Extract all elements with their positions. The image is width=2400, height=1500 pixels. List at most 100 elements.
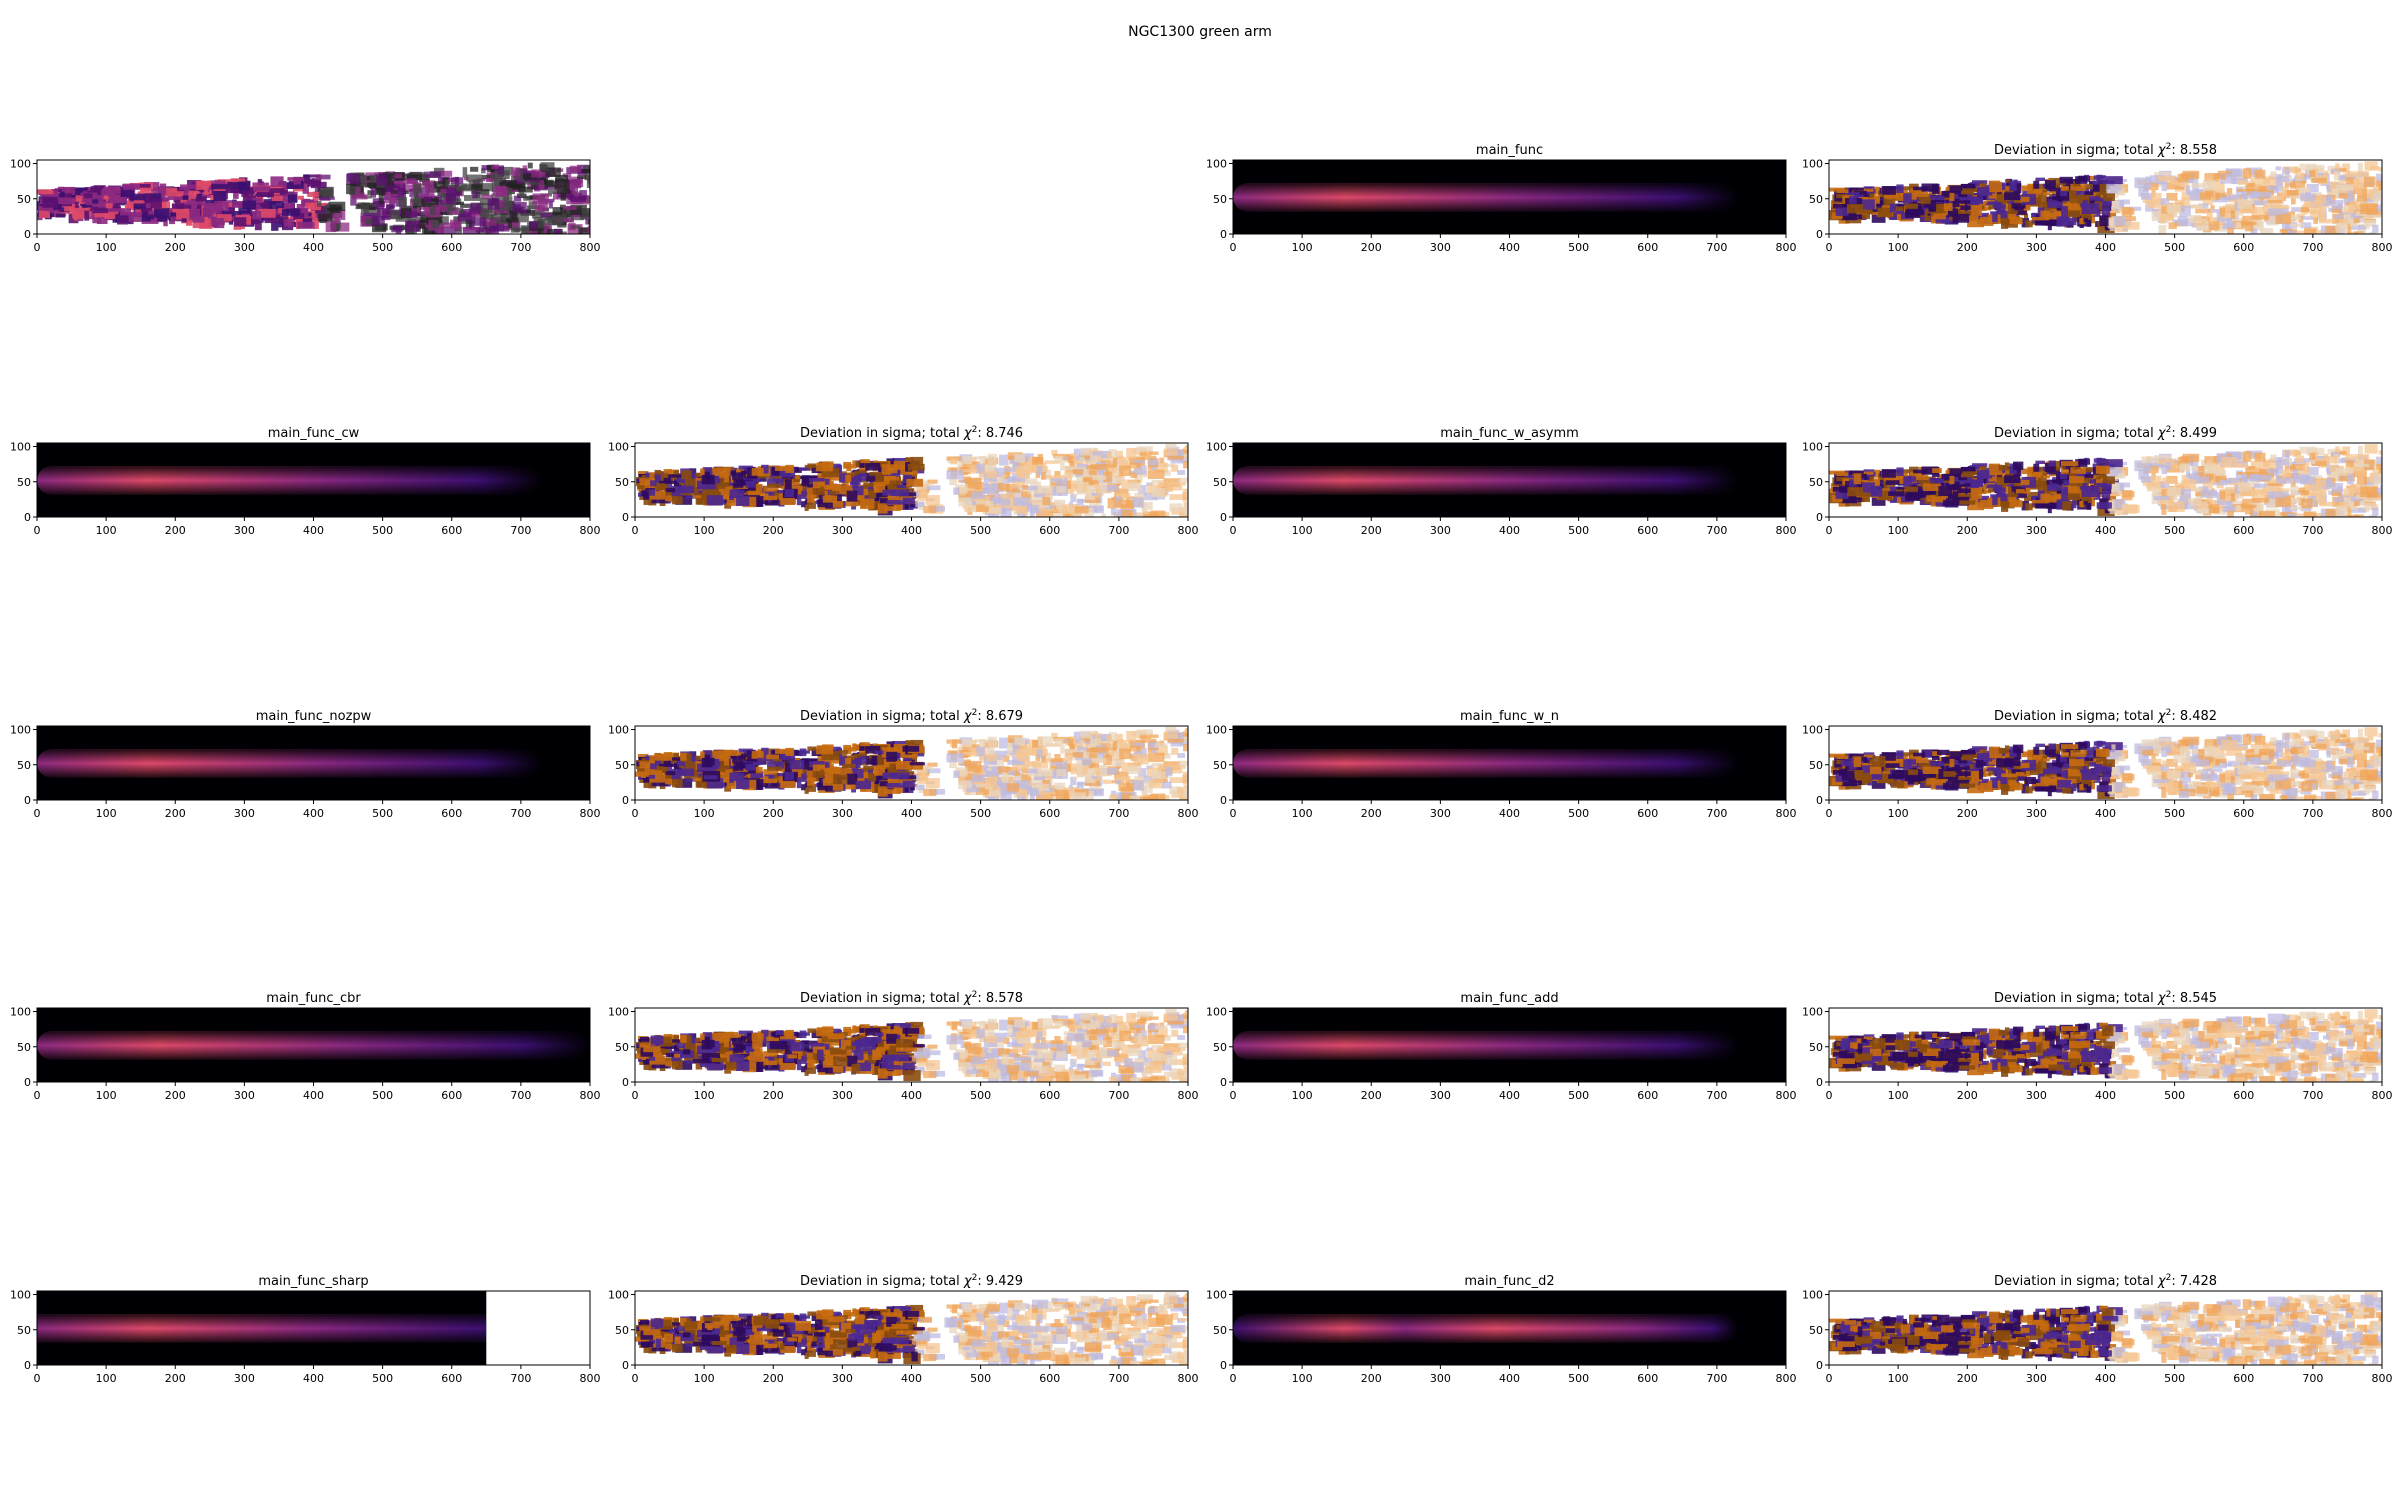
pixel-patch (372, 198, 384, 209)
pixel-patch (109, 196, 115, 206)
pixel-patch (1970, 196, 1984, 204)
pixel-patch (2309, 211, 2327, 218)
pixel-patch (260, 202, 270, 208)
pixel-patch (1877, 490, 1893, 501)
pixel-patch (1976, 186, 1993, 196)
pixel-patch (1064, 471, 1073, 481)
panel-deviation-in-sigma-total-4: 0 100 200 300 400 500 600 700 800050100Deviation… (608, 425, 1199, 537)
pixel-patch (802, 487, 817, 498)
pixel-patch (406, 174, 423, 181)
pixel-patch (2270, 171, 2277, 178)
pixel-patch (2154, 455, 2172, 461)
pixel-patch (189, 208, 201, 220)
pixel-patch (2250, 488, 2268, 494)
pixel-patch (1112, 457, 1118, 467)
pixel-patch (325, 221, 337, 233)
pixel-patch (853, 485, 864, 496)
pixel-patch (523, 173, 538, 180)
model-arm-falloff (1233, 466, 1738, 495)
pixel-patch (555, 174, 569, 182)
pixel-patch (2174, 199, 2181, 203)
pixel-patch (1024, 463, 1043, 472)
pixel-patch (57, 193, 72, 199)
pixel-patch (949, 476, 957, 486)
panel-main-func-nozpw-7: 0 100 200 300 400 500 600 700 800050100main_func… (10, 709, 601, 820)
pixel-patch (866, 472, 876, 482)
pixel-patch (2253, 483, 2267, 489)
pixel-patch (1114, 488, 1129, 497)
pixel-patch (2230, 224, 2242, 229)
pixel-patch (1024, 746, 1043, 755)
pixel-patch (263, 199, 269, 203)
pixel-patch (1959, 483, 1974, 487)
chi-symbol: χ (963, 426, 973, 441)
pixel-patch (141, 216, 151, 222)
pixel-patch (963, 455, 973, 464)
pixel-patch (2121, 207, 2133, 218)
pixel-patch (2188, 498, 2202, 506)
pixel-patch (1988, 473, 2004, 482)
pixel-patch (2059, 474, 2068, 480)
pixel-patch (1906, 491, 1924, 499)
pixel-patch (2303, 197, 2319, 208)
pixel-patch (649, 491, 666, 500)
pixel-patch (1895, 190, 1908, 201)
x-tick-label: 0 (34, 241, 41, 254)
pixel-patch (2205, 217, 2216, 222)
pixel-patch (2207, 208, 2226, 213)
pixel-patch (2008, 496, 2017, 503)
pixel-patch (2329, 181, 2339, 190)
pixel-patch (807, 494, 815, 503)
pixel-patch (1141, 738, 1157, 743)
pixel-patch (2275, 464, 2284, 475)
pixel-patch (2161, 206, 2168, 214)
pixel-patch (2350, 178, 2367, 189)
chi2-value: : 8.499 (2171, 426, 2217, 441)
x-tick-label: 600 (441, 807, 462, 820)
pixel-patch (1989, 181, 2002, 193)
pixel-patch (378, 193, 384, 205)
pixel-patch (2213, 475, 2227, 481)
pixel-patch (2350, 200, 2367, 204)
pixel-patch (1858, 482, 1875, 493)
pixel-patch (1164, 450, 1178, 456)
pixel-patch (2063, 493, 2081, 501)
pixel-patch (2033, 180, 2040, 189)
pixel-patch (1885, 480, 1900, 485)
x-tick-label: 400 (2095, 524, 2116, 537)
pixel-patch (2075, 176, 2088, 184)
pixel-patch (1989, 464, 2002, 476)
pixel-patch (569, 165, 582, 173)
pixel-patch (2342, 446, 2350, 456)
pixel-patch (363, 208, 381, 217)
pixel-patch (51, 189, 59, 198)
pixel-patch (987, 453, 997, 465)
pixel-patch (2198, 465, 2205, 476)
pixel-patch (529, 231, 538, 234)
pixel-patch (1961, 190, 1973, 195)
pixel-patch (1846, 204, 1864, 214)
pixel-patch (1938, 486, 1953, 496)
pixel-patch (692, 495, 702, 499)
pixel-patch (2200, 489, 2218, 498)
x-tick-label: 400 (2095, 241, 2116, 254)
x-tick-label: 300 (234, 807, 255, 820)
panel-image (37, 160, 590, 234)
pixel-patch (1918, 196, 1936, 201)
pixel-patch (1030, 481, 1042, 489)
x-tick-label: 600 (441, 524, 462, 537)
pixel-patch (2245, 450, 2263, 454)
pixel-patch (2313, 456, 2329, 460)
pixel-patch (696, 780, 711, 788)
pixel-patch (1170, 765, 1186, 769)
pixel-patch (1919, 490, 1930, 497)
pixel-patch (479, 208, 497, 216)
pixel-patch (1101, 484, 1119, 492)
pixel-patch (1054, 471, 1061, 478)
pixel-patch (869, 471, 882, 476)
pixel-patch (2015, 489, 2025, 494)
pixel-patch (701, 474, 715, 485)
pixel-patch (2227, 477, 2245, 484)
pixel-patch (1086, 789, 1103, 794)
pixel-patch (1049, 760, 1062, 771)
